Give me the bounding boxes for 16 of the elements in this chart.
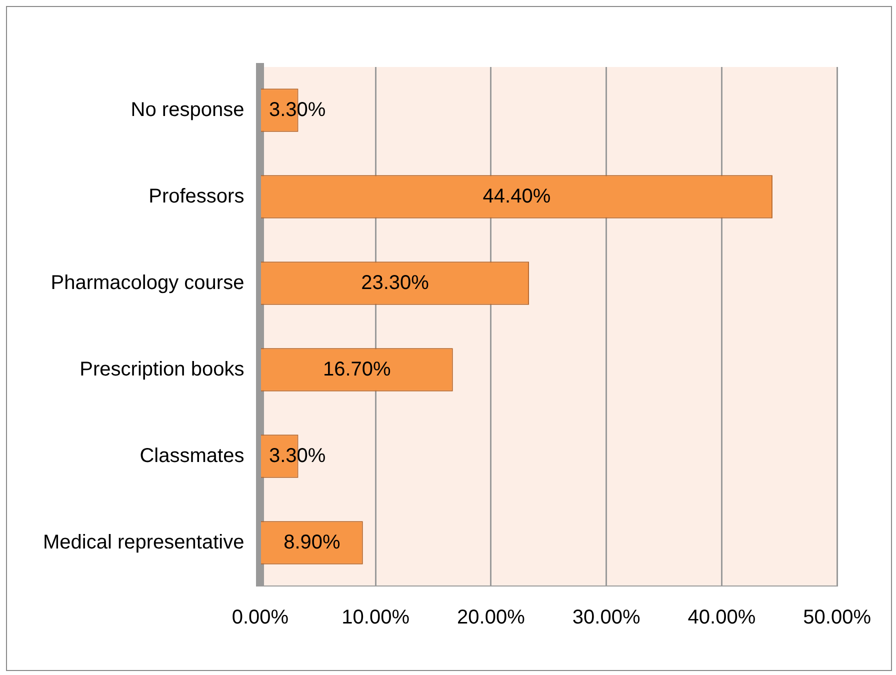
y-tick-label: No response xyxy=(130,98,244,121)
y-tick-label: Prescription books xyxy=(80,358,244,380)
x-tick-label: 30.00% xyxy=(572,606,640,629)
data-label: 23.30% xyxy=(361,272,430,294)
x-tick-label: 40.00% xyxy=(688,606,756,629)
y-tick-label: Medical representative xyxy=(42,531,244,554)
x-tick-label: 50.00% xyxy=(803,606,872,629)
y-tick-label: Professors xyxy=(148,185,244,208)
x-tick-label: 0.00% xyxy=(232,606,289,629)
data-label: 16.70% xyxy=(323,358,392,380)
x-tick-label: 20.00% xyxy=(457,606,526,629)
data-label: 8.90% xyxy=(284,531,340,554)
y-tick-label: Classmates xyxy=(140,444,244,467)
y-tick-label: Pharmacology course xyxy=(50,272,244,294)
data-label: 44.40% xyxy=(482,185,551,208)
x-tick-label: 10.00% xyxy=(342,606,410,629)
